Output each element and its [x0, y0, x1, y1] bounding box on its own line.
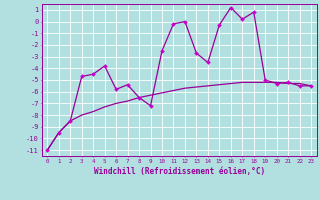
X-axis label: Windchill (Refroidissement éolien,°C): Windchill (Refroidissement éolien,°C) — [94, 167, 265, 176]
